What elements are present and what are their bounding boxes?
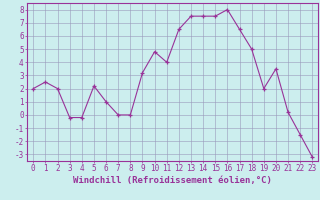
X-axis label: Windchill (Refroidissement éolien,°C): Windchill (Refroidissement éolien,°C): [73, 176, 272, 185]
